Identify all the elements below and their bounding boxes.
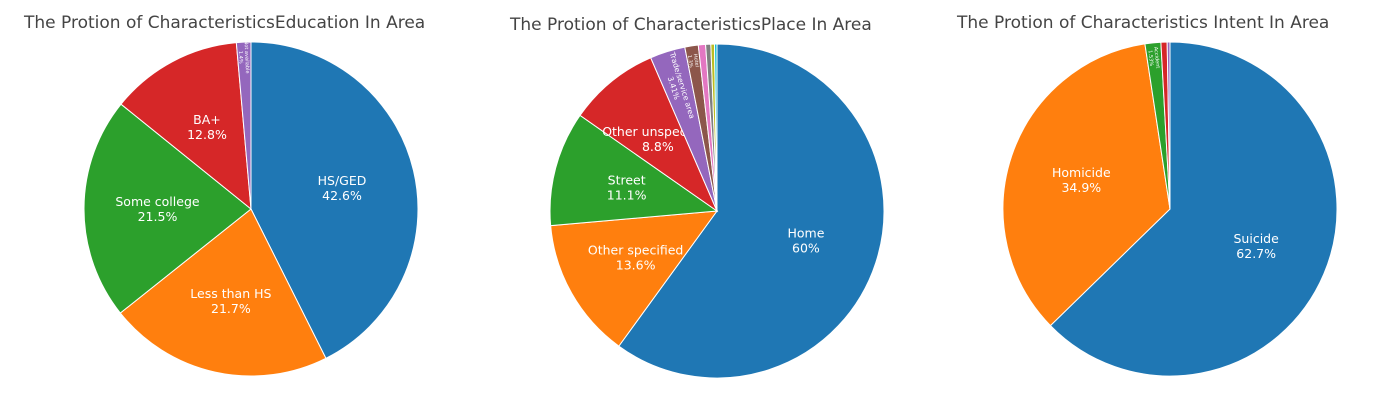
pie-slice-other-specified xyxy=(550,210,719,347)
pie-slice-some-college xyxy=(83,103,252,314)
pie-slice-ba xyxy=(120,42,252,211)
slice-label-name: Less than HS xyxy=(190,286,271,301)
slice-label-percent: 34.9% xyxy=(1061,180,1101,195)
slice-label-percent: 11.1% xyxy=(607,187,647,202)
pie-plot: Home 60% Other specified 13.6% Street 11.1% Ot… xyxy=(549,43,885,379)
slice-label: Other specified 13.6% xyxy=(588,243,683,273)
slice-label: Some college 21.5% xyxy=(115,194,200,224)
slice-label: Hotel1.3% xyxy=(686,53,700,68)
slice-label-percent: 1.53% xyxy=(1147,50,1155,67)
slice-label: Home 60% xyxy=(787,225,824,255)
slice-label-percent: 21.7% xyxy=(211,301,251,316)
slice-label-percent: 1.4% xyxy=(237,51,244,64)
slice-label-percent: 1.3% xyxy=(686,55,694,69)
pie-slice-street xyxy=(549,114,719,227)
slice-label-percent: 12.8% xyxy=(187,127,227,142)
pie-slice-slice-9 xyxy=(713,43,718,212)
slice-label: HS/GED 42.6% xyxy=(318,173,367,203)
slice-label-name: HS/GED xyxy=(318,173,367,188)
slice-label-percent: 60% xyxy=(792,240,820,255)
slice-label-name: Home xyxy=(787,225,824,240)
slice-label-name: BA+ xyxy=(193,112,221,127)
slice-label: Street 11.1% xyxy=(607,172,647,202)
slice-label-name: Not available xyxy=(243,41,250,74)
slice-label: BA+ 12.8% xyxy=(187,112,227,142)
pie-slice-not-available xyxy=(235,41,252,210)
chart-title: The Protion of CharacteristicsEducation … xyxy=(24,13,426,33)
pie-slice-suicide xyxy=(1049,41,1338,377)
pie-slice-home xyxy=(618,43,885,379)
slice-label: Less than HS 21.7% xyxy=(190,286,271,316)
pie-chart-place: The Protion of CharacteristicsPlace In A… xyxy=(470,0,935,415)
slice-label-name: Accident xyxy=(1152,47,1160,69)
slice-label: Accident1.53% xyxy=(1146,47,1160,70)
slice-label-name: Street xyxy=(608,172,646,187)
chart-title: The Protion of Characteristics Intent In… xyxy=(957,13,1330,33)
pie-slice-slice-4 xyxy=(1166,41,1171,210)
pie-slice-hs-ged xyxy=(250,41,419,359)
pie-chart-intent: The Protion of Characteristics Intent In… xyxy=(935,0,1395,415)
slice-label-percent: 8.8% xyxy=(642,139,674,154)
slice-label-percent: 62.7% xyxy=(1236,246,1276,261)
slice-label-name: Other specified xyxy=(588,243,683,258)
slice-label-name: Suicide xyxy=(1234,231,1280,246)
pie-chart-education: The Protion of CharacteristicsEducation … xyxy=(0,0,470,415)
slice-label: Homicide 34.9% xyxy=(1052,165,1111,195)
pie-slice-homicide xyxy=(1002,43,1171,327)
slice-label-name: Homicide xyxy=(1052,165,1111,180)
slice-label-percent: 13.6% xyxy=(616,258,656,273)
pie-slice-other-unspecified xyxy=(579,57,719,213)
slice-label: Not available1.4% xyxy=(237,41,250,74)
slice-label-percent: 21.5% xyxy=(138,209,178,224)
pie-plot: Suicide 62.7% Homicide 34.9% Accident1.53% xyxy=(1002,41,1338,377)
slice-label: Suicide 62.7% xyxy=(1234,231,1280,261)
slice-label-name: Hotel xyxy=(692,53,700,67)
slice-label-percent: 42.6% xyxy=(322,188,362,203)
slice-label-name: Some college xyxy=(115,194,200,209)
pie-slice-less-than-hs xyxy=(119,208,327,377)
chart-title: The Protion of CharacteristicsPlace In A… xyxy=(510,15,872,35)
pie-plot: HS/GED 42.6% Less than HS 21.7% Some college… xyxy=(83,41,419,377)
